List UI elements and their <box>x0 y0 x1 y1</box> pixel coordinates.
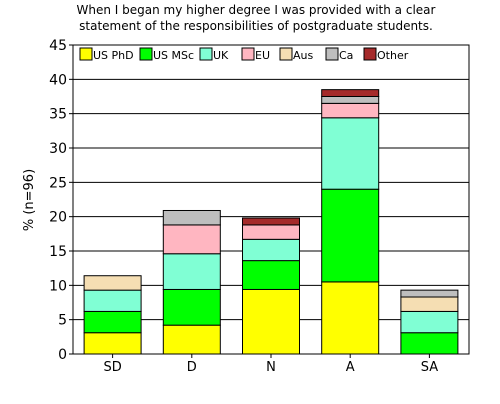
y-tick-label-15: 15 <box>49 244 67 260</box>
x-tick-label-n: N <box>266 360 276 375</box>
legend-swatch-aus <box>279 47 293 61</box>
bar-segment-sa-uk <box>400 310 459 334</box>
legend-label-ca: Ca <box>339 49 353 62</box>
legend-swatch-us-phd <box>79 47 93 61</box>
bar-segment-a-eu <box>321 102 380 119</box>
bar-segment-d-uk <box>162 253 221 290</box>
legend-swatch-us-msc <box>139 47 153 61</box>
legend-swatch-uk <box>199 47 213 61</box>
plot-frame <box>72 44 470 355</box>
axes: SD D N A SA 0 5 10 15 20 25 30 35 40 45 <box>49 38 470 375</box>
bar-segment-sa-aus <box>400 296 459 312</box>
y-tick-label-10: 10 <box>49 278 67 294</box>
x-tick-label-sa: SA <box>421 360 438 375</box>
bar-segment-d-us-msc <box>162 288 221 326</box>
bars <box>83 89 459 355</box>
x-tick-label-a: A <box>346 360 355 375</box>
legend-label-uk: UK <box>213 49 229 62</box>
y-tick-label-40: 40 <box>49 72 67 88</box>
x-tick-label-d: D <box>187 360 197 375</box>
y-tick-label-45: 45 <box>49 38 67 54</box>
bar-segment-n-us-phd <box>242 288 300 355</box>
y-tick-label-20: 20 <box>49 210 67 226</box>
chart-title-line-1: When I began my higher degree I was prov… <box>77 3 436 17</box>
legend-label-other: Other <box>377 49 409 62</box>
y-axis-label: % (n=96) <box>22 169 37 231</box>
y-tick-label-0: 0 <box>58 347 67 363</box>
legend-label-us-msc: US MSc <box>153 49 194 62</box>
chart-title-line-2: statement of the responsibilities of pos… <box>79 19 433 33</box>
bar-segment-a-us-phd <box>321 281 380 355</box>
bar-segment-a-other <box>321 89 380 97</box>
legend-swatch-ca <box>325 47 339 61</box>
bar-segment-sa-ca <box>400 289 459 298</box>
bar-segment-sd-us-phd <box>83 332 142 355</box>
bar-segment-a-uk <box>321 117 380 190</box>
bar-segment-a-us-msc <box>321 188 380 283</box>
bar-segment-a-ca <box>321 96 380 104</box>
bar-segment-d-us-phd <box>162 324 221 355</box>
legend: US PhD US MSc UK EU Aus Ca Other <box>79 47 409 62</box>
legend-label-eu: EU <box>255 49 270 62</box>
bar-segment-n-other <box>242 217 300 226</box>
bar-segment-sa-us-msc <box>400 332 459 355</box>
bar-segment-n-uk <box>242 238 300 262</box>
bar-segment-sd-aus <box>83 275 142 291</box>
legend-label-us-phd: US PhD <box>93 49 134 62</box>
bar-segment-sd-uk <box>83 289 142 312</box>
y-tick-label-30: 30 <box>49 141 67 157</box>
legend-swatch-eu <box>241 47 255 61</box>
legend-swatch-other <box>363 47 377 61</box>
bar-segment-d-eu <box>162 224 221 255</box>
x-tick-label-sd: SD <box>103 360 121 375</box>
bar-segment-n-eu <box>242 224 300 240</box>
y-tick-label-25: 25 <box>49 175 67 191</box>
y-tick-label-35: 35 <box>49 107 67 123</box>
bar-segment-d-ca <box>162 209 221 226</box>
bar-segment-sd-us-msc <box>83 310 142 334</box>
y-tick-label-5: 5 <box>58 313 67 329</box>
legend-label-aus: Aus <box>293 49 313 62</box>
bar-segment-n-us-msc <box>242 260 300 290</box>
